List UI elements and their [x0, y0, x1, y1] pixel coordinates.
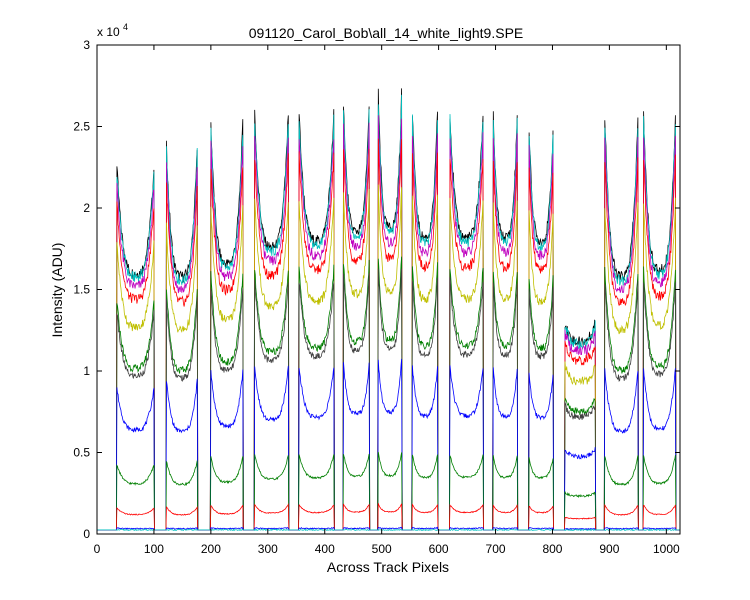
series-line [97, 268, 680, 531]
x-tick-label: 700 [486, 542, 506, 556]
series-line [97, 358, 680, 531]
x-tick-label: 900 [599, 542, 619, 556]
y-exponent-base: x 10 [97, 25, 120, 39]
series-line [97, 184, 680, 531]
series-line [97, 115, 680, 531]
series-line [97, 138, 680, 531]
series-line [97, 88, 680, 531]
y-tick-label: 0 [83, 527, 90, 541]
x-tick-label: 1000 [653, 542, 680, 556]
y-tick-label: 1.5 [73, 283, 90, 297]
x-tick-label: 100 [144, 542, 164, 556]
x-tick-label: 600 [429, 542, 449, 556]
x-tick-label: 500 [372, 542, 392, 556]
y-tick-label: 3 [83, 38, 90, 52]
x-tick-label: 300 [258, 542, 278, 556]
x-axis-label: Across Track Pixels [327, 559, 449, 575]
chart-title: 091120_Carol_Bob\all_14_white_light9.SPE [249, 25, 524, 41]
y-tick-label: 2.5 [73, 120, 90, 134]
series-line [97, 502, 680, 531]
series-line [97, 528, 680, 532]
y-tick-label: 2 [83, 201, 90, 215]
x-tick-label: 400 [315, 542, 335, 556]
plot-area: 0 100 200 300 400 500 600 700 800 900 1000 0 0.5 1 1.… [73, 38, 681, 556]
series-line [97, 526, 680, 531]
series-group [97, 88, 680, 532]
y-exponent-power: 4 [123, 22, 128, 32]
y-tick-label: 1 [83, 364, 90, 378]
x-tick-label: 200 [201, 542, 221, 556]
x-tick-label: 0 [94, 542, 101, 556]
y-axis-label: Intensity (ADU) [49, 243, 65, 338]
x-axis-ticks: 0 100 200 300 400 500 600 700 800 900 1000 [94, 45, 680, 556]
series-line [97, 451, 680, 531]
y-tick-label: 0.5 [73, 446, 90, 460]
series-line [97, 256, 680, 531]
y-axis-ticks: 0 0.5 1 1.5 2 2.5 3 [73, 38, 680, 541]
x-tick-label: 800 [542, 542, 562, 556]
